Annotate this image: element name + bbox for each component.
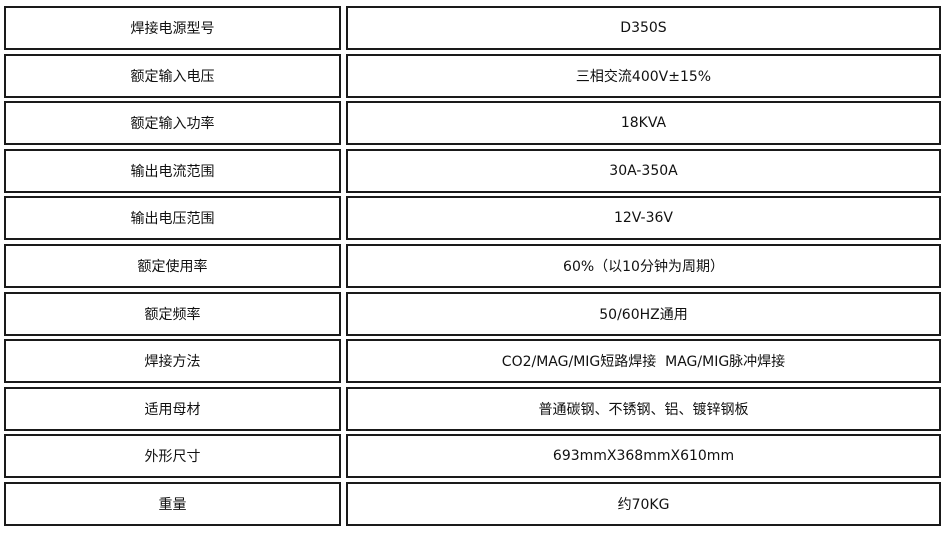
spec-value-cell: 18KVA: [346, 101, 941, 146]
spec-label-cell: 输出电流范围: [4, 148, 341, 193]
spec-value-cell: 三相交流400V±15%: [346, 53, 941, 98]
spec-table: 焊接电源型号 D350S 额定输入电压 三相交流400V±15% 额定输入功率 18KVA…: [4, 6, 941, 526]
spec-value-cell: CO2/MAG/MIG短路焊接 MAG/MIG脉冲焊接: [346, 339, 941, 384]
spec-label-cell: 额定使用率: [4, 243, 341, 288]
spec-value-cell: 普通碳钢、不锈钢、铝、镀锌钢板: [346, 386, 941, 431]
spec-value-cell: 60%（以10分钟为周期）: [346, 243, 941, 288]
spec-value-cell: D350S: [346, 6, 941, 50]
spec-value-cell: 30A-350A: [346, 148, 941, 193]
spec-label-cell: 额定输入电压: [4, 53, 341, 98]
spec-value-cell: 约70KG: [346, 481, 941, 526]
spec-label-cell: 焊接电源型号: [4, 6, 341, 50]
spec-label-cell: 输出电压范围: [4, 196, 341, 241]
spec-label-cell: 额定频率: [4, 291, 341, 336]
spec-label-cell: 重量: [4, 481, 341, 526]
spec-label-cell: 外形尺寸: [4, 434, 341, 479]
spec-value-cell: 50/60HZ通用: [346, 291, 941, 336]
spec-label-cell: 焊接方法: [4, 339, 341, 384]
spec-value-cell: 693mmX368mmX610mm: [346, 434, 941, 479]
spec-label-cell: 额定输入功率: [4, 101, 341, 146]
spec-value-cell: 12V-36V: [346, 196, 941, 241]
spec-label-cell: 适用母材: [4, 386, 341, 431]
